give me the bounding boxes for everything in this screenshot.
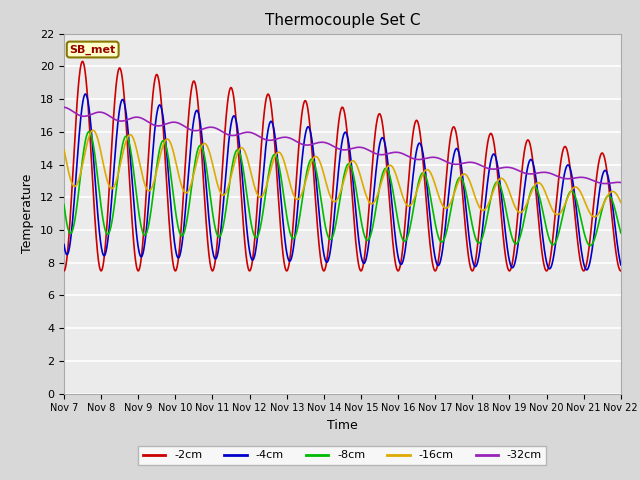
Legend: -2cm, -4cm, -8cm, -16cm, -32cm: -2cm, -4cm, -8cm, -16cm, -32cm — [138, 446, 547, 465]
Title: Thermocouple Set C: Thermocouple Set C — [265, 13, 420, 28]
Y-axis label: Temperature: Temperature — [22, 174, 35, 253]
X-axis label: Time: Time — [327, 419, 358, 432]
Text: SB_met: SB_met — [70, 44, 116, 55]
